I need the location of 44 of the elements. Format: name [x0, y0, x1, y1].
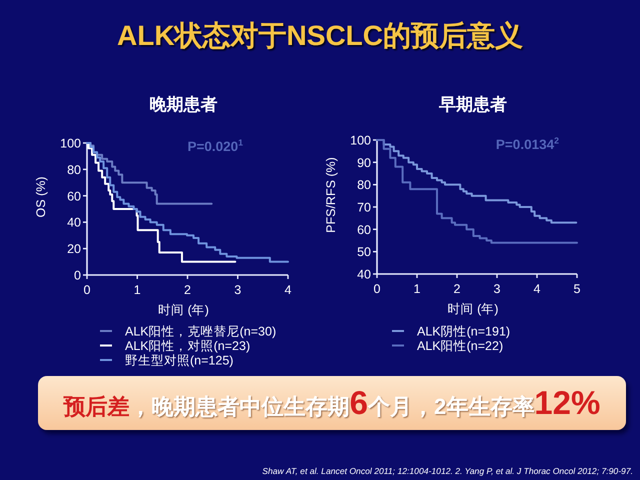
- y-tick-label: 60: [67, 189, 82, 204]
- y-tick-label: 80: [357, 178, 372, 192]
- y-tick-label: 20: [67, 242, 82, 256]
- x-axis-title: 时间 (年): [448, 302, 498, 316]
- y-tick-label: 50: [357, 245, 372, 260]
- y-axis-title: OS (%): [34, 176, 48, 218]
- annotation: P=0.020$^{1}$: [187, 138, 244, 154]
- y-tick-label: 90: [357, 156, 372, 170]
- legend-label: ALK阳性，克唑替尼(n=30): [125, 324, 276, 338]
- text: ALK状态对于NSCLC的预后意义: [117, 20, 523, 51]
- chart-title: 晚期患者: [150, 95, 218, 114]
- x-tick-label: 2: [184, 283, 192, 297]
- text: 6: [350, 384, 368, 421]
- text: 12%: [534, 384, 600, 421]
- y-tick-label: 60: [357, 222, 372, 237]
- text: 个月，2年生存率: [367, 394, 534, 419]
- annotation: P=0.0134$^{2}$: [496, 136, 560, 152]
- text: ，晚期患者中位生存期: [130, 394, 350, 419]
- x-tick-label: 0: [84, 283, 91, 297]
- x-tick-label: 1: [134, 283, 141, 297]
- x-tick-label: 3: [494, 282, 501, 296]
- legend-label: ALK阳性(n=22): [417, 339, 504, 353]
- y-axis-title: PFS/RFS (%): [324, 157, 338, 233]
- y-tick-label: 0: [74, 268, 82, 282]
- x-axis-title: 时间 (年): [158, 303, 209, 317]
- y-tick-label: 40: [357, 268, 372, 282]
- text: 预后差: [62, 394, 130, 419]
- y-tick-label: 100: [350, 134, 372, 148]
- legend-label: 野生型对照(n=125): [125, 354, 234, 368]
- y-tick-label: 70: [357, 200, 372, 214]
- text: Shaw AT, et al. Lancet Oncol 2011; 12:1004-1012. 2. Yang P, et al. J Thorac Oncol 2012; 7:90-97.: [262, 466, 633, 476]
- legend-label: ALK阳性，对照(n=23): [125, 339, 250, 353]
- legend-label: ALK阴性(n=191): [417, 324, 510, 338]
- x-tick-label: 1: [414, 282, 421, 296]
- x-tick-label: 3: [234, 283, 242, 297]
- x-tick-label: 2: [454, 282, 461, 296]
- chart-title: 早期患者: [438, 95, 507, 114]
- x-tick-label: 0: [374, 282, 381, 296]
- x-tick-label: 5: [574, 282, 581, 296]
- y-tick-label: 80: [67, 162, 82, 177]
- y-tick-label: 100: [60, 136, 82, 150]
- x-tick-label: 4: [284, 283, 292, 297]
- y-tick-label: 40: [67, 216, 82, 230]
- x-tick-label: 4: [534, 282, 541, 296]
